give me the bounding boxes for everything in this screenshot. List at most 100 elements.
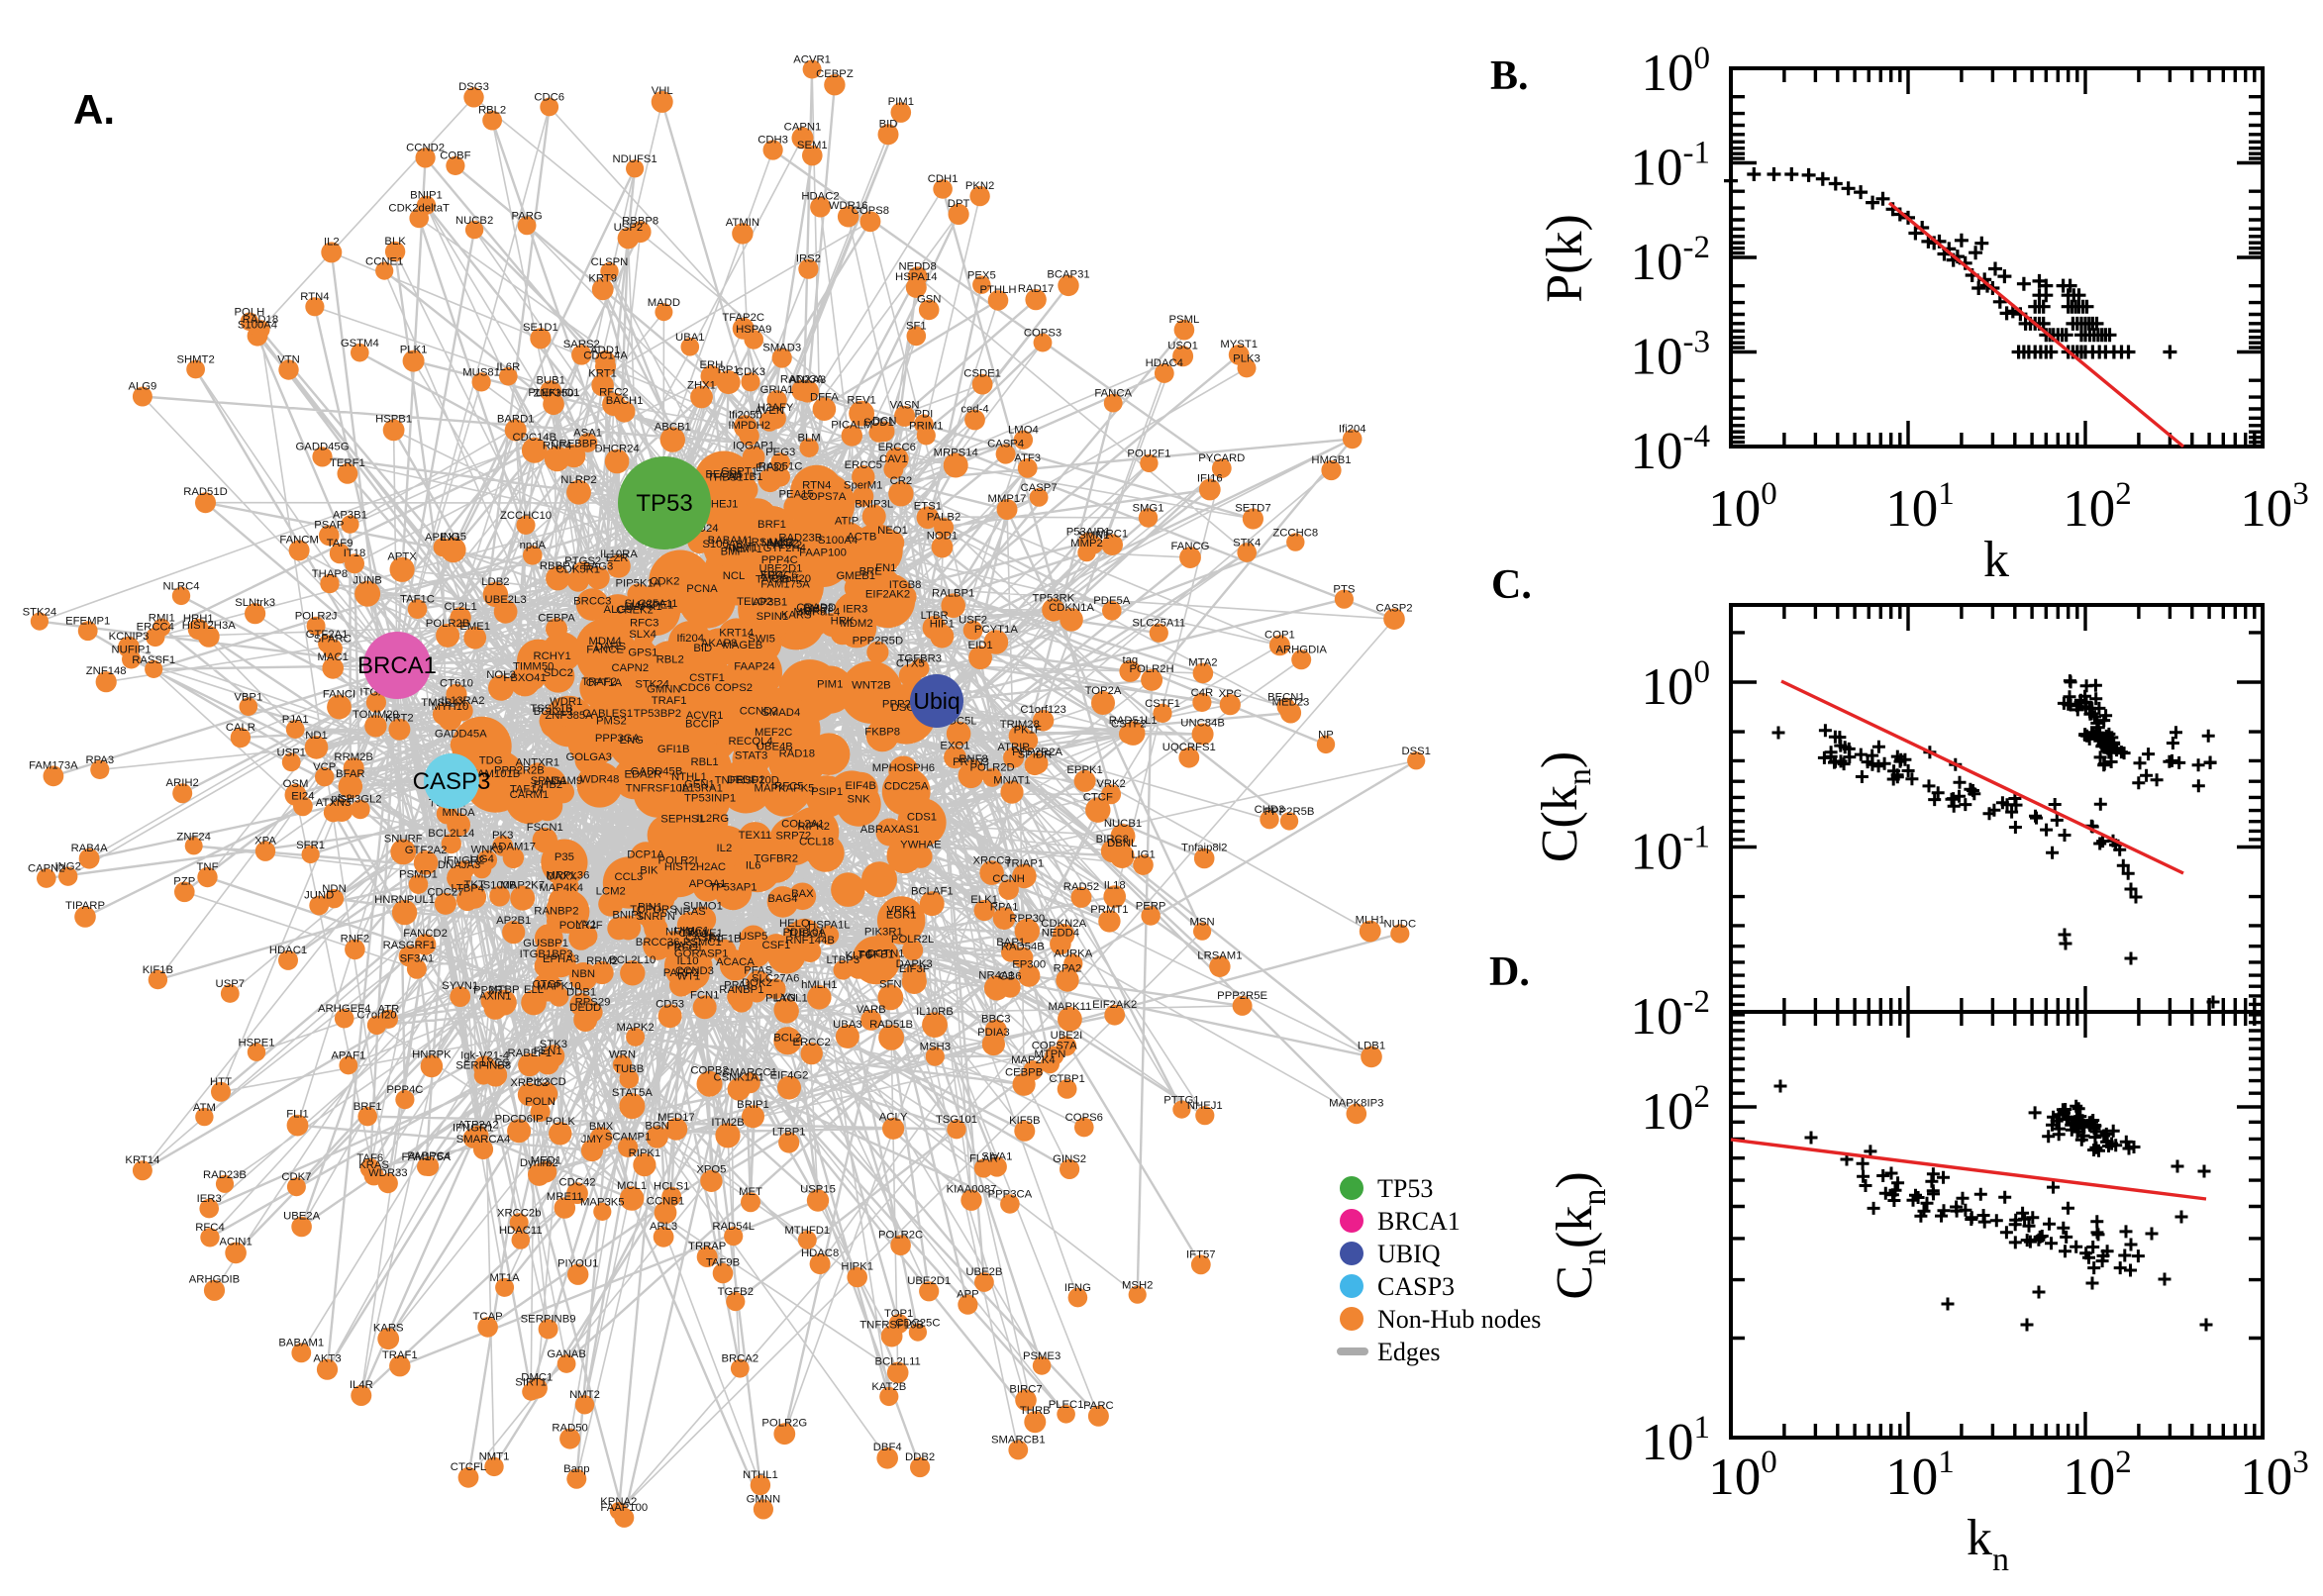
svg-text:IL2RG: IL2RG (696, 813, 729, 825)
svg-text:XRCC2b: XRCC2b (497, 1207, 542, 1219)
svg-text:PERP: PERP (1136, 900, 1166, 912)
svg-text:RNF144B: RNF144B (785, 935, 835, 947)
svg-text:NP: NP (1318, 730, 1334, 742)
svg-text:FAM175A: FAM175A (401, 1151, 451, 1163)
svg-text:MPHOSPH6: MPHOSPH6 (872, 762, 935, 774)
svg-text:PARG: PARG (512, 211, 543, 223)
svg-text:NTHL1: NTHL1 (671, 771, 707, 783)
svg-text:BCAP31: BCAP31 (1047, 269, 1089, 281)
svg-text:ACLY: ACLY (879, 1112, 908, 1124)
svg-text:CRADD: CRADD (796, 602, 836, 614)
svg-text:MMP9: MMP9 (793, 607, 826, 619)
svg-text:STK24: STK24 (635, 679, 669, 691)
svg-text:MAPKAPK5: MAPKAPK5 (755, 782, 815, 794)
svg-text:LDB1: LDB1 (1358, 1041, 1385, 1052)
svg-text:IL2: IL2 (717, 843, 733, 854)
svg-text:D.: D. (1489, 949, 1530, 995)
svg-text:RMI1: RMI1 (149, 613, 175, 625)
svg-text:CEBPZ: CEBPZ (816, 68, 854, 80)
svg-text:FAM173A: FAM173A (29, 759, 78, 771)
svg-text:TELO2: TELO2 (737, 596, 772, 608)
svg-text:TDG: TDG (479, 755, 503, 767)
svg-text:EI24: EI24 (760, 570, 783, 582)
svg-text:RANBP1: RANBP1 (719, 984, 763, 996)
svg-text:VASN: VASN (890, 400, 920, 412)
svg-text:RTN4: RTN4 (300, 291, 329, 303)
svg-text:IL4: IL4 (825, 607, 841, 619)
svg-text:KLF6: KLF6 (845, 950, 871, 962)
svg-text:MTBP: MTBP (488, 984, 519, 996)
svg-text:VARB: VARB (857, 1004, 886, 1016)
svg-text:KRT14: KRT14 (125, 1154, 159, 1166)
svg-text:PALB2: PALB2 (927, 512, 960, 524)
svg-text:BMP3: BMP3 (803, 603, 834, 615)
svg-text:PSMD1: PSMD1 (399, 868, 438, 880)
svg-text:SERPINB8: SERPINB8 (455, 1060, 511, 1072)
svg-text:PABPC4: PABPC4 (407, 1150, 451, 1162)
svg-text:ABCB1: ABCB1 (655, 421, 691, 433)
svg-text:GOLGA3: GOLGA3 (565, 751, 611, 763)
svg-text:k: k (1983, 532, 2009, 588)
svg-text:BRCA1: BRCA1 (1377, 1207, 1461, 1236)
svg-text:PDE10A: PDE10A (783, 927, 827, 939)
svg-text:THBS1: THBS1 (707, 472, 743, 484)
svg-text:USF2: USF2 (959, 615, 987, 627)
svg-text:ATIP: ATIP (835, 516, 858, 528)
svg-text:BECN1: BECN1 (705, 468, 743, 480)
svg-text:MTHFD1: MTHFD1 (784, 1225, 830, 1237)
svg-text:FANCD2: FANCD2 (403, 928, 448, 940)
svg-text:CHD3: CHD3 (1255, 804, 1285, 816)
svg-text:PIYOU1: PIYOU1 (557, 1258, 598, 1270)
svg-text:MAGEB: MAGEB (722, 640, 762, 651)
svg-text:BIRC7: BIRC7 (1009, 1383, 1042, 1395)
svg-text:CCND2: CCND2 (740, 705, 778, 717)
svg-text:CCNH: CCNH (992, 873, 1025, 885)
svg-text:ATF3: ATF3 (1014, 452, 1041, 464)
svg-text:10-2: 10-2 (1631, 230, 1711, 291)
svg-text:NFYB: NFYB (665, 927, 695, 939)
svg-text:KIF5B: KIF5B (1009, 1115, 1040, 1127)
svg-text:COL2A1: COL2A1 (781, 818, 824, 830)
svg-text:SF3A1: SF3A1 (400, 953, 435, 965)
svg-text:CSDE1: CSDE1 (963, 368, 1001, 380)
svg-text:SMARCC1: SMARCC1 (723, 1066, 777, 1078)
svg-text:APEX1: APEX1 (425, 532, 460, 544)
svg-text:LIG4: LIG4 (469, 853, 494, 865)
svg-text:PRTN3: PRTN3 (953, 756, 989, 768)
svg-text:ZNF385A: ZNF385A (545, 710, 593, 722)
svg-text:PPP2R5D: PPP2R5D (853, 636, 904, 648)
svg-text:TSG101: TSG101 (936, 1114, 977, 1126)
svg-text:UBE2A: UBE2A (283, 1211, 321, 1223)
svg-text:BMF: BMF (721, 546, 745, 557)
svg-text:WDR1: WDR1 (550, 696, 582, 708)
svg-text:UIMC1: UIMC1 (674, 926, 709, 938)
svg-text:NBN: NBN (571, 968, 595, 980)
svg-text:SIVA1: SIVA1 (981, 1150, 1012, 1162)
svg-text:NRAS: NRAS (674, 906, 706, 918)
svg-text:npdA: npdA (520, 540, 547, 551)
svg-text:ASA1: ASA1 (573, 428, 602, 440)
svg-text:RAD18: RAD18 (779, 748, 815, 760)
svg-text:NHEJ1: NHEJ1 (1187, 1100, 1223, 1112)
svg-text:DAXX: DAXX (547, 871, 577, 883)
svg-text:BRE: BRE (859, 566, 883, 578)
svg-text:TAF1B: TAF1B (707, 934, 741, 946)
svg-text:IL10: IL10 (677, 955, 699, 967)
svg-text:NUFIP1: NUFIP1 (112, 644, 152, 655)
svg-text:UQCRFS1: UQCRFS1 (1162, 742, 1216, 753)
svg-text:NDN: NDN (322, 883, 346, 895)
svg-text:ITGB8: ITGB8 (889, 579, 922, 591)
svg-text:IL6R: IL6R (496, 361, 520, 373)
svg-text:RNF4: RNF4 (543, 441, 572, 452)
svg-text:SLC25A11: SLC25A11 (625, 598, 678, 610)
svg-text:PFAS: PFAS (744, 964, 772, 976)
svg-text:SE1D1: SE1D1 (523, 322, 558, 334)
svg-text:LTBP1: LTBP1 (772, 1126, 806, 1138)
svg-text:ACACA: ACACA (716, 956, 755, 968)
svg-text:CABLES1: CABLES1 (582, 708, 633, 720)
svg-text:MAPK2: MAPK2 (616, 1022, 654, 1034)
svg-text:SFN: SFN (879, 979, 902, 991)
svg-text:TNFRSF10B: TNFRSF10B (859, 1320, 924, 1332)
svg-text:UBA3: UBA3 (833, 1019, 862, 1031)
svg-text:BABAM1: BABAM1 (278, 1338, 324, 1349)
